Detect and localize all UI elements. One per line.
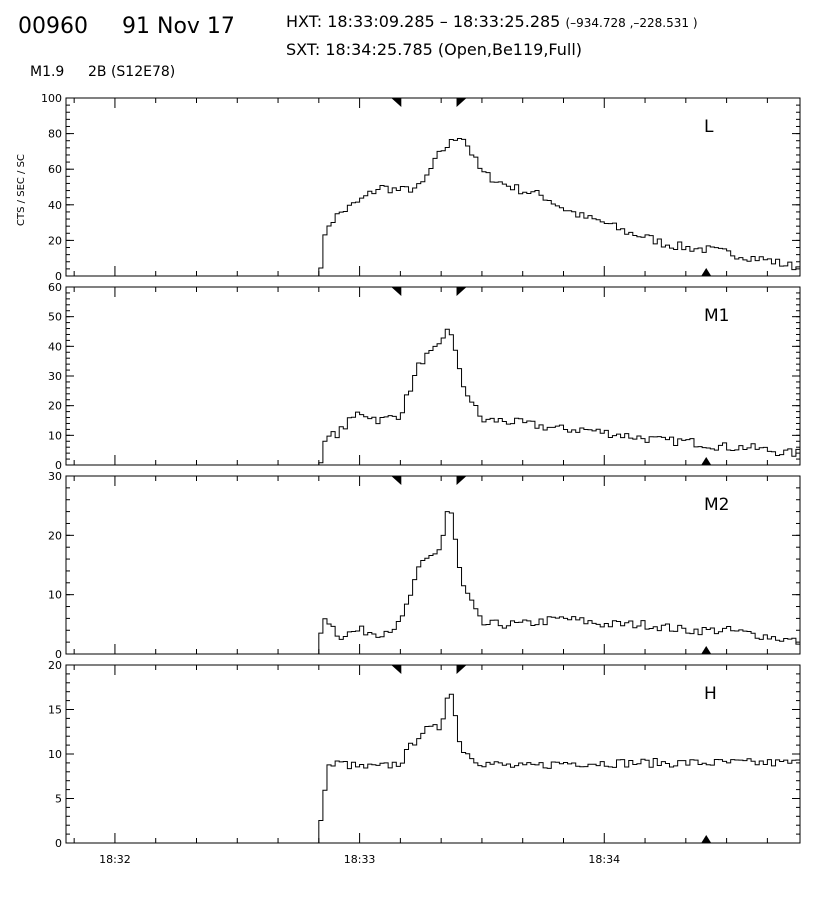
y-tick-label-M1: 10 <box>48 429 62 442</box>
panel-frame-L <box>65 97 801 277</box>
y-tick-label-M1: 30 <box>48 370 62 383</box>
channel-label-M2: M2 <box>704 495 729 515</box>
light-curve-M2 <box>318 511 800 654</box>
y-tick-label-M2: 20 <box>48 529 62 542</box>
y-tick-label-L: 40 <box>48 199 62 212</box>
y-tick-label-M1: 40 <box>48 340 62 353</box>
y-tick-label-L: 60 <box>48 163 62 176</box>
y-tick-label-L: 20 <box>48 234 62 247</box>
hxt-start-marker <box>391 665 402 674</box>
channel-label-L: L <box>704 117 714 137</box>
y-tick-label-L: 100 <box>41 92 62 105</box>
hxt-end-marker <box>456 287 467 296</box>
y-tick-label-H: 10 <box>48 748 62 761</box>
y-tick-label-H: 0 <box>55 837 62 850</box>
y-tick-label-H: 20 <box>48 659 62 672</box>
y-tick-label-M1: 60 <box>48 281 62 294</box>
hxt-start-marker <box>391 476 402 485</box>
event-date: 91 Nov 17 <box>122 14 235 39</box>
event-id: 00960 <box>18 14 88 39</box>
y-tick-label-M1: 0 <box>55 459 62 472</box>
x-tick-label: 18:32 <box>99 853 131 866</box>
light-curve-L <box>318 137 800 276</box>
y-tick-label-M2: 0 <box>55 648 62 661</box>
y-tick-label-H: 15 <box>48 704 62 717</box>
hxt-label: HXT: <box>286 12 323 31</box>
hxt-coords: (–934.728 ,–228.531 ) <box>565 16 698 30</box>
sxt-info: SXT: 18:34:25.785 (Open,Be119,Full) <box>286 40 582 59</box>
panel-frame-H <box>65 664 801 844</box>
hxt-start-marker <box>391 287 402 296</box>
flare-class: M1.9 <box>30 64 65 80</box>
hxt-end-marker <box>456 665 467 674</box>
channel-label-H: H <box>704 684 717 704</box>
sxt-time-marker <box>701 457 712 465</box>
y-axis-label: CTS / SEC / SC <box>16 154 27 226</box>
hxt-end-marker <box>456 476 467 485</box>
sxt-time-marker <box>701 835 712 843</box>
hxt-info: HXT: 18:33:09.285 – 18:33:25.285 (–934.7… <box>286 12 698 31</box>
hxt-end-marker <box>456 98 467 107</box>
y-tick-label-M1: 20 <box>48 400 62 413</box>
sxt-label: SXT: <box>286 40 321 59</box>
y-tick-label-M2: 30 <box>48 470 62 483</box>
light-curve-H <box>318 693 800 843</box>
sxt-time-marker <box>701 268 712 276</box>
sxt-time: 18:34:25.785 <box>325 40 433 59</box>
light-curve-M1 <box>318 328 800 465</box>
y-tick-label-L: 0 <box>55 270 62 283</box>
channel-label-M1: M1 <box>704 306 729 326</box>
panel-frame-M2 <box>65 475 801 655</box>
hxt-range: 18:33:09.285 – 18:33:25.285 <box>327 12 561 31</box>
y-tick-label-L: 80 <box>48 128 62 141</box>
x-tick-label: 18:34 <box>588 853 620 866</box>
x-tick-label: 18:33 <box>344 853 376 866</box>
flare-region: 2B (S12E78) <box>88 64 176 80</box>
hxt-start-marker <box>391 98 402 107</box>
y-tick-label-H: 5 <box>55 793 62 806</box>
y-tick-label-M2: 10 <box>48 589 62 602</box>
sxt-config: (Open,Be119,Full) <box>437 40 583 59</box>
sxt-time-marker <box>701 646 712 654</box>
y-tick-label-M1: 50 <box>48 311 62 324</box>
